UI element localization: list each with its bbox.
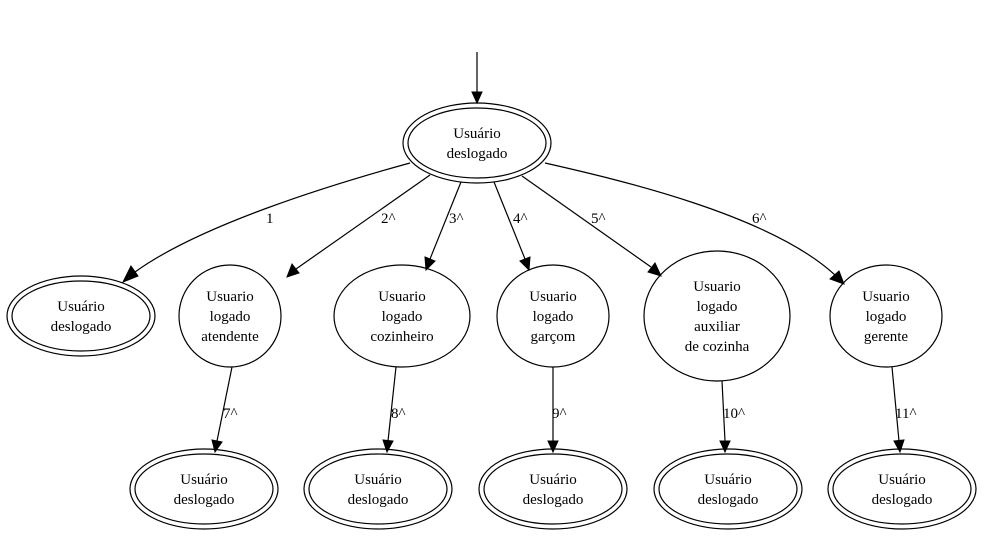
svg-text:atendente: atendente	[201, 329, 259, 345]
svg-text:logado: logado	[382, 309, 423, 325]
svg-text:logado: logado	[533, 309, 574, 325]
edge-label-6: 6^	[752, 211, 767, 227]
svg-text:de cozinha: de cozinha	[685, 339, 750, 355]
svg-text:Usuário: Usuário	[704, 472, 752, 488]
edge-label-7: 7^	[223, 406, 238, 422]
svg-text:Usuário: Usuário	[453, 126, 501, 142]
svg-text:Usuário: Usuário	[57, 299, 105, 315]
edge-label-5: 5^	[591, 211, 606, 227]
node-auxiliar: Usuario logado auxiliar de cozinha	[643, 250, 791, 382]
edge-6: 6^	[544, 162, 845, 285]
node-deslogado-1: Usuário deslogado	[6, 275, 156, 357]
edge-2: 2^	[286, 174, 431, 278]
edge-10: 10^	[719, 380, 745, 454]
edge-3: 3^	[424, 181, 464, 272]
node-deslogado-9: Usuário deslogado	[478, 448, 628, 530]
svg-text:Usuário: Usuário	[354, 472, 402, 488]
node-gerente: Usuario logado gerente	[829, 264, 943, 368]
svg-text:logado: logado	[866, 309, 907, 325]
svg-text:garçom: garçom	[531, 329, 576, 345]
svg-text:Usuario: Usuario	[529, 289, 577, 305]
edge-9: 9^	[547, 367, 567, 454]
edge-5: 5^	[521, 175, 662, 277]
edge-7: 7^	[211, 366, 238, 454]
svg-text:logado: logado	[210, 309, 251, 325]
svg-text:logado: logado	[697, 299, 738, 315]
edge-label-1: 1	[266, 211, 274, 227]
node-atendente: Usuario logado atendente	[178, 264, 282, 368]
node-garcom: Usuario logado garçom	[496, 264, 610, 368]
svg-text:deslogado: deslogado	[698, 492, 759, 508]
svg-text:Usuario: Usuario	[693, 279, 741, 295]
edge-label-4: 4^	[513, 211, 528, 227]
svg-text:Usuário: Usuário	[878, 472, 926, 488]
svg-text:Usuario: Usuario	[378, 289, 426, 305]
node-deslogado-8: Usuário deslogado	[303, 448, 453, 530]
svg-text:deslogado: deslogado	[51, 319, 112, 335]
edge-4: 4^	[493, 181, 531, 272]
edge-label-11: 11^	[895, 406, 916, 422]
node-cozinheiro: Usuario logado cozinheiro	[333, 264, 471, 368]
edge-1: 1	[121, 162, 411, 283]
svg-text:deslogado: deslogado	[174, 492, 235, 508]
svg-text:deslogado: deslogado	[447, 146, 508, 162]
svg-text:deslogado: deslogado	[348, 492, 409, 508]
edge-label-10: 10^	[723, 406, 745, 422]
edge-11: 11^	[891, 366, 916, 454]
edge-start	[471, 52, 483, 105]
node-root: Usuário deslogado	[402, 102, 552, 184]
node-deslogado-7: Usuário deslogado	[129, 448, 279, 530]
svg-text:cozinheiro: cozinheiro	[370, 329, 433, 345]
edge-label-2: 2^	[381, 211, 396, 227]
edge-label-3: 3^	[449, 211, 464, 227]
svg-text:gerente: gerente	[864, 329, 908, 345]
svg-text:auxiliar: auxiliar	[694, 319, 740, 335]
edge-label-8: 8^	[391, 406, 406, 422]
svg-text:Usuario: Usuario	[206, 289, 254, 305]
edge-label-9: 9^	[552, 406, 567, 422]
svg-text:Usuário: Usuário	[529, 472, 577, 488]
edge-8: 8^	[382, 366, 406, 454]
node-deslogado-11: Usuário deslogado	[827, 448, 977, 530]
svg-text:Usuario: Usuario	[862, 289, 910, 305]
svg-text:deslogado: deslogado	[872, 492, 933, 508]
svg-text:deslogado: deslogado	[523, 492, 584, 508]
node-deslogado-10: Usuário deslogado	[653, 448, 803, 530]
svg-text:Usuário: Usuário	[180, 472, 228, 488]
